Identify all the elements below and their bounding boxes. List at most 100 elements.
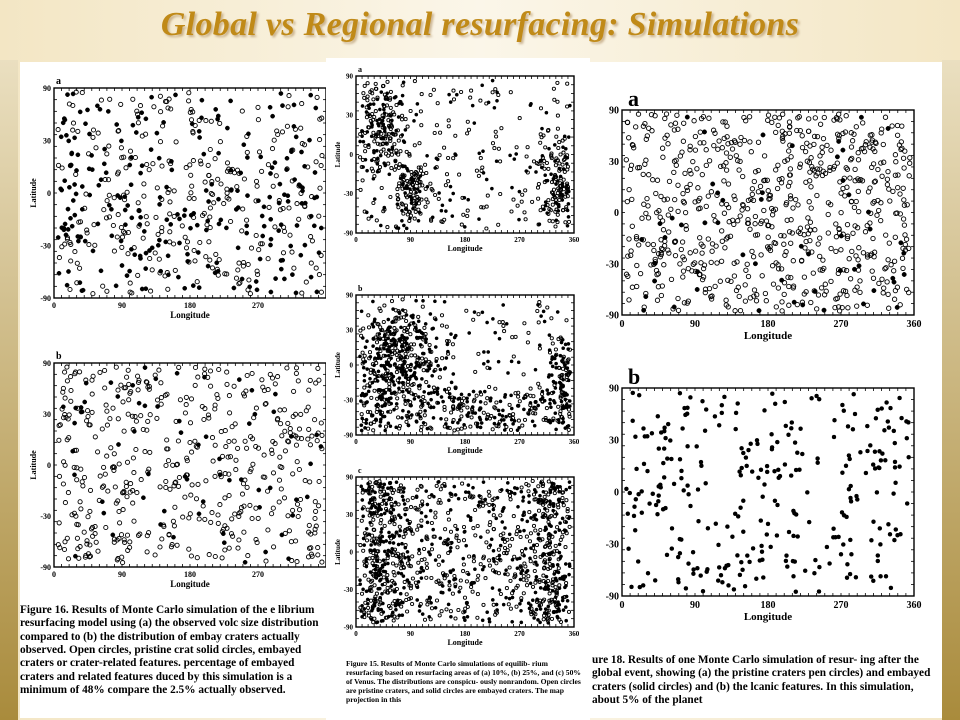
embayed-crater-dot (525, 519, 530, 524)
embayed-crater-dot (532, 423, 537, 428)
embayed-crater-dot (566, 424, 571, 428)
pristine-crater-dot (59, 165, 65, 171)
pristine-crater-dot (195, 481, 201, 487)
pristine-crater-dot (306, 522, 312, 528)
pristine-crater-dot (566, 407, 572, 412)
pristine-crater-dot (393, 224, 399, 229)
pristine-crater-dot (687, 181, 693, 188)
embayed-crater-dot (261, 223, 267, 229)
pristine-crater-dot (429, 547, 435, 552)
pristine-crater-dot (151, 104, 157, 110)
embayed-crater-dot (504, 414, 508, 419)
pristine-crater-dot (140, 235, 146, 241)
embayed-crater-dot (141, 229, 147, 234)
pristine-crater-dot (505, 548, 510, 553)
embayed-crater-dot (503, 572, 507, 576)
embayed-crater-dot (440, 203, 445, 208)
embayed-crater-dot (517, 556, 522, 561)
pristine-crater-dot (466, 127, 472, 132)
pristine-crater-dot (390, 352, 395, 357)
pristine-crater-dot (409, 169, 414, 175)
pristine-crater-dot (191, 196, 197, 202)
embayed-crater-dot (389, 371, 394, 376)
embayed-crater-dot (157, 237, 162, 243)
embayed-crater-dot (449, 380, 454, 385)
pristine-crater-dot (360, 157, 365, 162)
pristine-crater-dot (446, 118, 451, 123)
embayed-crater-dot (372, 197, 377, 201)
pristine-crater-dot (428, 181, 433, 186)
embayed-crater-dot (415, 585, 420, 590)
pristine-crater-dot (555, 113, 560, 118)
pristine-crater-dot (419, 518, 424, 523)
embayed-crater-dot (539, 314, 543, 318)
pristine-crater-dot (203, 478, 209, 484)
embayed-crater-dot (448, 549, 453, 554)
pristine-crater-dot (900, 216, 907, 222)
embayed-crater-dot (379, 121, 384, 125)
embayed-crater-dot (448, 570, 453, 575)
embayed-crater-dot (87, 131, 92, 137)
pristine-crater-dot (422, 413, 427, 418)
pristine-crater-dot (423, 162, 428, 167)
embayed-crater-dot (377, 586, 382, 591)
pristine-crater-dot (499, 126, 504, 131)
pristine-crater-dot (255, 104, 261, 110)
pristine-crater-dot (171, 241, 177, 247)
pristine-crater-dot (305, 554, 312, 560)
pristine-crater-dot (849, 248, 855, 255)
pristine-crater-dot (79, 479, 85, 485)
embayed-crater-dot (371, 324, 376, 329)
embayed-crater-dot (393, 338, 397, 343)
embayed-crater-dot (101, 161, 107, 167)
pristine-crater-dot (848, 144, 855, 150)
pristine-crater-dot (106, 143, 112, 149)
embayed-crater-dot (559, 340, 564, 345)
embayed-crater-dot (190, 283, 196, 288)
pristine-crater-dot (165, 105, 171, 111)
pristine-crater-dot (546, 479, 551, 484)
pristine-crater-dot (319, 446, 325, 452)
pristine-crater-dot (818, 160, 824, 166)
embayed-crater-dot (518, 601, 522, 606)
embayed-crater-dot (397, 337, 401, 342)
pristine-crater-dot (200, 503, 206, 509)
pristine-crater-dot (318, 252, 324, 258)
pristine-crater-dot (549, 391, 555, 396)
pristine-crater-dot (394, 102, 399, 108)
pristine-crater-dot (511, 354, 516, 359)
pristine-crater-dot (251, 415, 257, 421)
pristine-crater-dot (82, 205, 88, 211)
pristine-crater-dot (80, 483, 86, 489)
embayed-crater-dot (442, 299, 447, 304)
embayed-crater-dot (392, 95, 397, 100)
pristine-crater-dot (429, 186, 434, 192)
pristine-crater-dot (519, 485, 524, 490)
pristine-crater-dot (119, 234, 126, 240)
pristine-crater-dot (758, 220, 764, 227)
embayed-crater-dot (470, 103, 475, 108)
embayed-crater-dot (261, 204, 267, 210)
pristine-crater-dot (275, 131, 281, 138)
pristine-crater-dot (504, 586, 509, 591)
embayed-crater-dot (555, 310, 560, 314)
pristine-crater-dot (205, 374, 211, 380)
pristine-crater-dot (558, 409, 563, 414)
pristine-crater-dot (295, 513, 301, 520)
pristine-crater-dot (537, 578, 542, 583)
embayed-crater-dot (397, 380, 401, 385)
embayed-crater-dot (561, 500, 565, 505)
embayed-crater-dot (361, 365, 366, 370)
pristine-crater-dot (373, 81, 378, 86)
embayed-crater-dot (299, 149, 304, 155)
pristine-crater-dot (365, 81, 370, 86)
embayed-crater-dot (390, 343, 394, 348)
pristine-crater-dot (409, 583, 414, 588)
pristine-crater-dot (165, 286, 171, 292)
embayed-crater-dot (480, 618, 485, 623)
embayed-crater-dot (657, 221, 663, 227)
pristine-crater-dot (377, 165, 383, 170)
pristine-crater-dot (217, 139, 223, 145)
embayed-crater-dot (492, 559, 496, 563)
embayed-crater-dot (127, 162, 133, 168)
